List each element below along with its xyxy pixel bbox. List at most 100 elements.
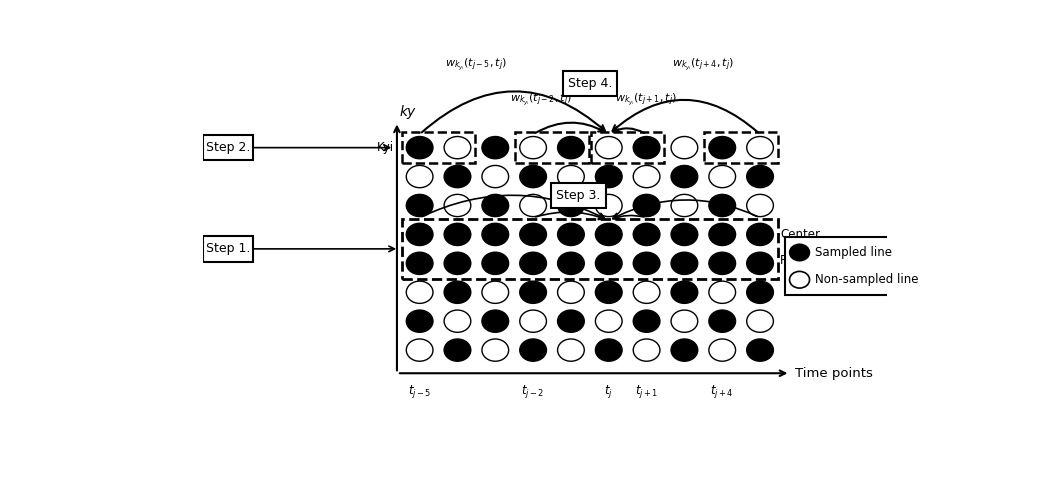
Ellipse shape (520, 223, 546, 245)
Ellipse shape (634, 166, 660, 188)
Text: Step 4.: Step 4. (568, 77, 612, 90)
Ellipse shape (444, 252, 471, 274)
Ellipse shape (671, 310, 697, 333)
Ellipse shape (558, 136, 585, 159)
Ellipse shape (709, 339, 736, 361)
Ellipse shape (671, 339, 697, 361)
Ellipse shape (746, 195, 774, 217)
Ellipse shape (671, 136, 697, 159)
Ellipse shape (558, 310, 585, 333)
Ellipse shape (595, 281, 622, 303)
Ellipse shape (790, 272, 810, 288)
FancyBboxPatch shape (203, 135, 253, 160)
Ellipse shape (558, 195, 585, 217)
Ellipse shape (634, 310, 660, 333)
FancyBboxPatch shape (552, 183, 606, 208)
Ellipse shape (671, 281, 697, 303)
Ellipse shape (444, 223, 471, 245)
Ellipse shape (406, 223, 433, 245)
Text: $t_j$: $t_j$ (604, 383, 613, 400)
Ellipse shape (709, 310, 736, 333)
Ellipse shape (634, 339, 660, 361)
Ellipse shape (406, 310, 433, 333)
Ellipse shape (746, 310, 774, 333)
Ellipse shape (634, 136, 660, 159)
Ellipse shape (520, 195, 546, 217)
Ellipse shape (482, 339, 508, 361)
Text: $t_{j-5}$: $t_{j-5}$ (408, 383, 432, 400)
Text: $w_{k_{y_i}}(t_{j-2},t_j)$: $w_{k_{y_i}}(t_{j-2},t_j)$ (509, 91, 572, 107)
Ellipse shape (595, 166, 622, 188)
Ellipse shape (482, 223, 508, 245)
Ellipse shape (482, 136, 508, 159)
Ellipse shape (671, 195, 697, 217)
Text: ky: ky (400, 105, 416, 119)
Ellipse shape (709, 166, 736, 188)
Ellipse shape (790, 244, 810, 261)
Text: $t_{j+1}$: $t_{j+1}$ (635, 383, 658, 400)
Ellipse shape (406, 339, 433, 361)
Ellipse shape (634, 223, 660, 245)
Text: Kyi: Kyi (377, 141, 394, 154)
Ellipse shape (406, 281, 433, 303)
Ellipse shape (482, 281, 508, 303)
Ellipse shape (482, 252, 508, 274)
Bar (402, 219, 778, 279)
Ellipse shape (595, 339, 622, 361)
Text: Step 1.: Step 1. (205, 242, 250, 256)
Ellipse shape (595, 252, 622, 274)
Ellipse shape (671, 166, 697, 188)
Text: $w_{k_{y_i}}(t_{j+4},t_j)$: $w_{k_{y_i}}(t_{j+4},t_j)$ (672, 57, 735, 73)
Ellipse shape (482, 195, 508, 217)
Ellipse shape (558, 339, 585, 361)
Ellipse shape (634, 281, 660, 303)
Ellipse shape (558, 252, 585, 274)
Ellipse shape (444, 339, 471, 361)
Ellipse shape (746, 166, 774, 188)
Bar (516, 132, 589, 163)
Ellipse shape (709, 136, 736, 159)
Ellipse shape (406, 195, 433, 217)
Ellipse shape (406, 166, 433, 188)
FancyBboxPatch shape (203, 236, 253, 262)
Ellipse shape (520, 310, 546, 333)
Text: Center: Center (780, 228, 820, 241)
Ellipse shape (709, 195, 736, 217)
Ellipse shape (746, 252, 774, 274)
Ellipse shape (595, 136, 622, 159)
Text: $w_{k_{y_i}}(t_{j-5},t_j)$: $w_{k_{y_i}}(t_{j-5},t_j)$ (445, 57, 507, 73)
Ellipse shape (444, 310, 471, 333)
Text: PE line: PE line (780, 254, 820, 267)
Ellipse shape (595, 195, 622, 217)
Bar (705, 132, 778, 163)
Ellipse shape (520, 252, 546, 274)
Text: Sampled line: Sampled line (815, 246, 892, 259)
Ellipse shape (746, 136, 774, 159)
Ellipse shape (709, 281, 736, 303)
Ellipse shape (671, 223, 697, 245)
Ellipse shape (746, 281, 774, 303)
Ellipse shape (671, 252, 697, 274)
Ellipse shape (406, 136, 433, 159)
Text: Step 2.: Step 2. (205, 141, 250, 154)
Ellipse shape (746, 339, 774, 361)
Ellipse shape (558, 223, 585, 245)
FancyBboxPatch shape (562, 72, 618, 96)
Ellipse shape (709, 223, 736, 245)
Text: Step 3.: Step 3. (556, 189, 601, 202)
Text: Non-sampled line: Non-sampled line (815, 273, 918, 286)
Text: Time points: Time points (795, 367, 873, 380)
Ellipse shape (634, 195, 660, 217)
FancyBboxPatch shape (784, 237, 907, 295)
Text: $t_{j-2}$: $t_{j-2}$ (521, 383, 545, 400)
Text: $t_{j+4}$: $t_{j+4}$ (710, 383, 735, 400)
Ellipse shape (444, 166, 471, 188)
Ellipse shape (558, 281, 585, 303)
Text: $w_{k_{y_i}}(t_{j+1},t_j)$: $w_{k_{y_i}}(t_{j+1},t_j)$ (615, 91, 678, 107)
Ellipse shape (520, 166, 546, 188)
Ellipse shape (595, 223, 622, 245)
Ellipse shape (444, 195, 471, 217)
Ellipse shape (520, 339, 546, 361)
Ellipse shape (746, 223, 774, 245)
Ellipse shape (482, 310, 508, 333)
